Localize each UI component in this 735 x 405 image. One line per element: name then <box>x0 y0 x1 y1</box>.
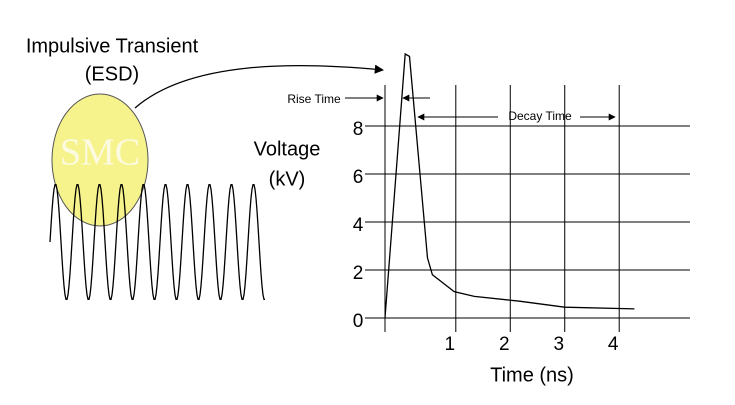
x-axis-label: Time (ns) <box>490 364 574 386</box>
y-axis-label: Voltage <box>254 138 321 160</box>
series-line <box>384 52 635 319</box>
y-tick-label: 2 <box>353 263 364 284</box>
rise-label: Rise Time <box>287 92 341 106</box>
decay-label: Decay Time <box>508 109 572 123</box>
pointer-arrow <box>134 64 384 109</box>
x-tick-label: 3 <box>553 334 564 355</box>
watermark: SMC <box>60 132 140 174</box>
y-tick-label: 6 <box>353 167 364 188</box>
x-tick-label: 2 <box>499 334 510 355</box>
x-tick-label: 4 <box>608 334 619 355</box>
y-tick-label: 4 <box>353 215 364 236</box>
title-line: Impulsive Transient <box>26 35 199 57</box>
title-line: (ESD) <box>85 63 139 85</box>
sine-wave <box>49 183 265 301</box>
y-tick-label: 8 <box>353 119 364 140</box>
x-tick-label: 1 <box>445 334 456 355</box>
y-tick-label: 0 <box>353 311 364 332</box>
y-axis-label: (kV) <box>269 168 306 190</box>
